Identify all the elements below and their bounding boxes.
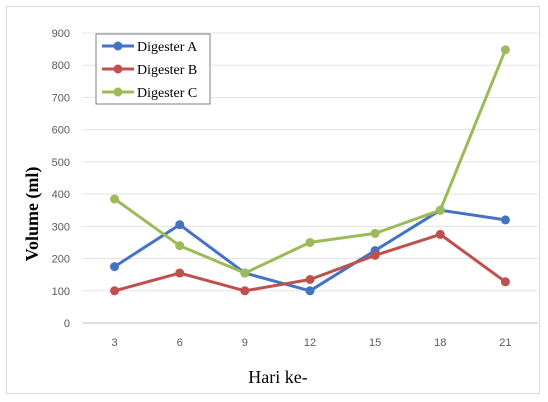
legend: Digester A Digester B Digester C [95, 33, 211, 105]
data-point [435, 205, 445, 215]
data-point [240, 286, 250, 296]
legend-swatch-marker [113, 64, 123, 74]
legend-label: Digester B [137, 63, 197, 78]
legend-swatch-marker [113, 87, 123, 97]
y-tick-label: 300 [52, 221, 70, 233]
data-point [370, 250, 380, 260]
y-tick-label: 900 [52, 28, 70, 40]
data-point [175, 241, 185, 251]
data-point [435, 229, 445, 239]
data-point [240, 268, 250, 278]
y-axis-ticks: 0 100 200 300 400 500 600 700 800 900 [52, 28, 70, 330]
y-axis-title: Volume (ml) [22, 167, 43, 262]
data-point [175, 220, 185, 230]
data-point [110, 262, 120, 272]
data-point [500, 45, 510, 55]
y-tick-label: 800 [52, 60, 70, 72]
x-tick-label: 9 [242, 337, 248, 349]
data-point [305, 286, 315, 296]
series-group [110, 45, 510, 296]
legend-swatch-marker [113, 41, 123, 51]
legend-label: Digester A [137, 40, 198, 55]
data-point [500, 215, 510, 225]
x-tick-label: 12 [304, 337, 316, 349]
x-tick-label: 6 [177, 337, 183, 349]
series-3 [110, 45, 510, 278]
x-tick-label: 15 [369, 337, 381, 349]
x-tick-label: 21 [499, 337, 511, 349]
legend-label: Digester C [137, 86, 197, 101]
data-point [110, 194, 120, 204]
x-axis-title: Hari ke- [248, 367, 307, 387]
y-tick-label: 700 [52, 92, 70, 104]
y-tick-label: 600 [52, 125, 70, 137]
series-2 [110, 229, 510, 296]
data-point [110, 286, 120, 296]
y-tick-label: 200 [52, 254, 70, 266]
x-axis-ticks: 3 6 9 12 15 18 21 [112, 337, 512, 349]
x-tick-label: 18 [434, 337, 446, 349]
data-point [175, 268, 185, 278]
y-tick-label: 100 [52, 286, 70, 298]
data-point [500, 277, 510, 287]
y-tick-label: 400 [52, 189, 70, 201]
data-point [305, 275, 315, 284]
y-tick-label: 500 [52, 157, 70, 169]
chart-frame [6, 6, 540, 394]
data-point [305, 237, 315, 247]
y-tick-label: 0 [64, 318, 70, 330]
x-tick-label: 3 [112, 337, 118, 349]
data-point [370, 228, 380, 238]
